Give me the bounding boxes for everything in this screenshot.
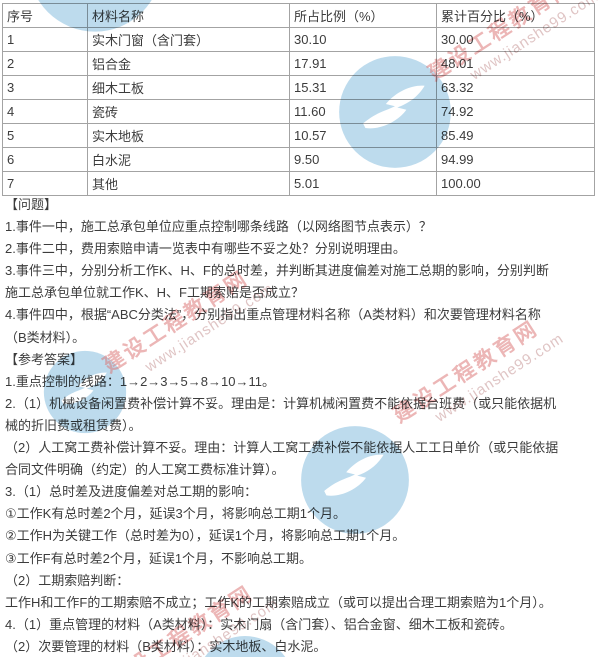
cell-material: 实木地板 <box>87 123 290 148</box>
cell-cumulative: 100.00 <box>436 171 595 196</box>
cell-percentage: 30.10 <box>289 27 437 52</box>
question-4-line-1: 4.事件四中，根据“ABC分类法”，分别指出重点管理材料名称（A类材料）和次要管… <box>5 307 541 323</box>
answer-3-item-1: ①工作K有总时差2个月，延误3个月，将影响总工期1个月。 <box>5 506 347 522</box>
questions-heading: 【问题】 <box>5 197 58 212</box>
cell-material: 瓷砖 <box>87 99 290 124</box>
question-3-line-2: 施工总承包单位就工作K、H、F工期索赔是否成立？ <box>5 285 305 301</box>
cell-percentage: 5.01 <box>289 171 437 196</box>
cell-index: 7 <box>2 171 88 196</box>
cell-index: 4 <box>2 99 88 124</box>
table-row: 1 实木门窗（含门套） 30.10 30.00 <box>2 27 595 52</box>
cell-percentage: 17.91 <box>289 51 437 76</box>
table-row: 3 细木工板 15.31 63.32 <box>2 75 595 100</box>
table-row: 5 实木地板 10.57 85.49 <box>2 123 595 148</box>
cell-cumulative: 48.01 <box>436 51 595 76</box>
cell-material: 其他 <box>87 171 290 196</box>
cell-cumulative: 30.00 <box>436 27 595 52</box>
cell-percentage: 9.50 <box>289 147 437 172</box>
answer-4-1: 4.（1）重点管理的材料（A类材料）：实木门扇（含门套）、铝合金窗、细木工板和瓷… <box>5 616 513 632</box>
answer-3-2-judgement: 工作H和工作F的工期索赔不成立；工作K的工期索赔成立（或可以提出合理工期索赔为1… <box>5 594 552 610</box>
table-row: 2 铝合金 17.91 48.01 <box>2 51 595 76</box>
table-header-row: 序号 材料名称 所占比例（%） 累计百分比（%） <box>2 3 595 28</box>
answer-3-item-2: ②工作H为关键工作（总时差为0），延误1个月，将影响总工期1个月。 <box>5 528 406 544</box>
cell-percentage: 15.31 <box>289 75 437 100</box>
answers-heading: 【参考答案】 <box>5 351 84 367</box>
cell-index: 6 <box>2 147 88 172</box>
cell-cumulative: 94.99 <box>436 147 595 172</box>
table-row: 7 其他 5.01 100.00 <box>2 171 595 196</box>
header-cumulative-percentage: 累计百分比（%） <box>436 3 595 28</box>
answer-4-2: （2）次要管理的材料（B类材料）：实木地板、白水泥。 <box>5 638 327 654</box>
answer-3-1-intro: 3.（1）总时差及进度偏差对总工期的影响： <box>5 484 258 500</box>
question-answer-text: 【问题】 1.事件一中，施工总承包单位应重点控制哪条线路（以网络图节点表示）？ … <box>5 194 598 657</box>
cell-percentage: 10.57 <box>289 123 437 148</box>
question-3-line-1: 3.事件三中，分别分析工作K、H、F的总时差，并判断其进度偏差对施工总期的影响，… <box>5 263 549 279</box>
cell-cumulative: 63.32 <box>436 75 595 100</box>
question-1: 1.事件一中，施工总承包单位应重点控制哪条线路（以网络图节点表示）？ <box>5 219 432 235</box>
cell-cumulative: 85.49 <box>436 123 595 148</box>
cell-index: 2 <box>2 51 88 76</box>
answer-2-1-line-2: 械的折旧费或租赁费）。 <box>5 417 142 433</box>
answer-2-2-line-2: 合同文件明确（约定）的人工窝工费标准计算）。 <box>5 462 285 478</box>
cell-material: 铝合金 <box>87 51 290 76</box>
answer-3-item-3: ③工作F有总时差2个月，延误1个月，不影响总工期。 <box>5 550 313 566</box>
answer-3-2-intro: （2）工期索赔判断： <box>5 572 130 588</box>
header-index: 序号 <box>2 3 88 28</box>
cell-percentage: 11.60 <box>289 99 437 124</box>
cell-material: 白水泥 <box>87 147 290 172</box>
table-row: 4 瓷砖 11.60 74.92 <box>2 99 595 124</box>
header-material-name: 材料名称 <box>87 3 290 28</box>
cell-cumulative: 74.92 <box>436 99 595 124</box>
answer-2-2-line-1: （2）人工窝工费补偿计算不妥。理由：计算人工窝工费补偿不能依据人工工日单价（或只… <box>5 440 559 456</box>
cell-index: 3 <box>2 75 88 100</box>
cell-material: 细木工板 <box>87 75 290 100</box>
question-2: 2.事件二中，费用索赔申请一览表中有哪些不妥之处？分别说明理由。 <box>5 241 406 257</box>
cell-index: 5 <box>2 123 88 148</box>
cell-index: 1 <box>2 27 88 52</box>
materials-table: 序号 材料名称 所占比例（%） 累计百分比（%） 1 实木门窗（含门套） 30.… <box>2 3 595 196</box>
answer-1: 1.重点控制的线路：1→2→3→5→8→10→11。 <box>5 373 275 389</box>
header-percentage: 所占比例（%） <box>289 3 437 28</box>
answer-2-1-line-1: 2.（1）机械设备闲置费补偿计算不妥。理由是：计算机械闲置费不能依据台班费（或只… <box>5 395 557 411</box>
cell-material: 实木门窗（含门套） <box>87 27 290 52</box>
table-row: 6 白水泥 9.50 94.99 <box>2 147 595 172</box>
question-4-line-2: （B类材料）。 <box>5 329 86 345</box>
